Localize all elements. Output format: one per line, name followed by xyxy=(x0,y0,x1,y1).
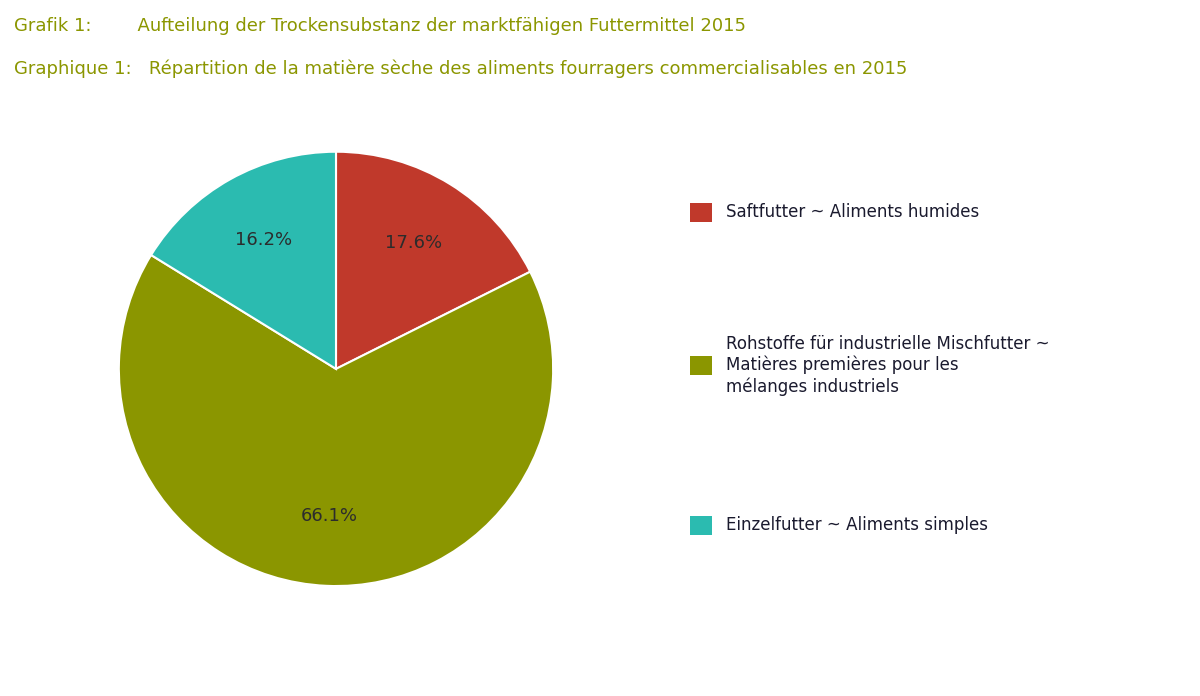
Text: Einzelfutter ~ Aliments simples: Einzelfutter ~ Aliments simples xyxy=(726,516,988,535)
Wedge shape xyxy=(336,152,530,369)
Text: Grafik 1:        Aufteilung der Trockensubstanz der marktfähigen Futtermittel 20: Grafik 1: Aufteilung der Trockensubstanz… xyxy=(14,17,746,35)
Text: 17.6%: 17.6% xyxy=(385,235,442,252)
Text: Saftfutter ~ Aliments humides: Saftfutter ~ Aliments humides xyxy=(726,203,979,221)
Wedge shape xyxy=(151,152,336,369)
Text: 16.2%: 16.2% xyxy=(235,231,293,249)
Text: Rohstoffe für industrielle Mischfutter ~
Matières premières pour les
mélanges in: Rohstoffe für industrielle Mischfutter ~… xyxy=(726,335,1050,396)
Text: Graphique 1:   Répartition de la matière sèche des aliments fourragers commercia: Graphique 1: Répartition de la matière s… xyxy=(14,59,907,78)
Text: 66.1%: 66.1% xyxy=(301,507,358,525)
Wedge shape xyxy=(119,255,553,586)
